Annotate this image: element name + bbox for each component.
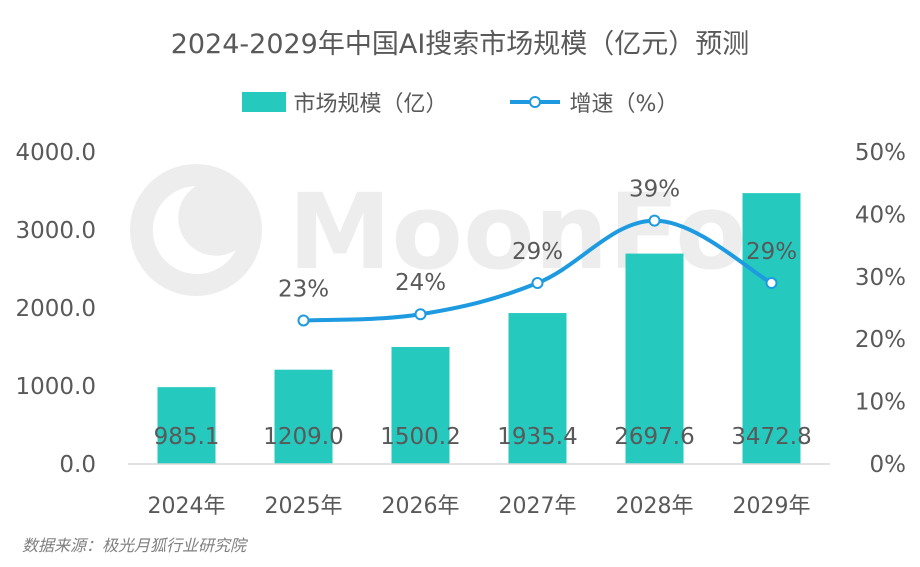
x-axis-labels: 2024年 2025年 2026年 2027年 2028年 2029年: [148, 494, 811, 519]
bar: [157, 387, 216, 464]
y-left-tick-label: 0.0: [59, 452, 96, 478]
line-data-label: 23%: [278, 276, 329, 302]
x-tick-label: 2027年: [499, 494, 577, 519]
bar-data-label: 985.1: [154, 424, 220, 450]
chart-legend: 市场规模（亿） 增速（%）: [0, 86, 920, 118]
y-left-tick-label: 1000.0: [16, 374, 96, 400]
moonfox-watermark: MoonFox: [130, 164, 798, 296]
line-data-label: 24%: [395, 270, 446, 296]
x-tick-label: 2025年: [265, 494, 343, 519]
growth-line: [301, 218, 774, 323]
x-tick-label: 2024年: [148, 494, 226, 519]
line-data-label: 39%: [629, 177, 680, 203]
line-data-label: 29%: [746, 239, 797, 265]
legend-label-market-size: 市场规模（亿）: [293, 92, 448, 117]
growth-point: [414, 308, 427, 321]
y-right-tick-label: 10%: [855, 390, 906, 416]
legend-label-growth: 增速（%）: [569, 92, 679, 117]
bar-series: [157, 193, 801, 465]
growth-point: [531, 277, 544, 290]
y-left-tick-label: 4000.0: [16, 140, 96, 166]
growth-point: [648, 214, 661, 227]
growth-point: [297, 314, 310, 327]
growth-point: [765, 277, 778, 290]
x-tick-label: 2026年: [382, 494, 460, 519]
line-data-labels: 23% 24% 29% 39% 29%: [278, 177, 797, 303]
bar-data-label: 1209.0: [263, 424, 343, 450]
legend-item-growth: 增速（%）: [508, 86, 679, 118]
x-tick-label: 2028年: [616, 494, 694, 519]
bar-data-label: 3472.8: [731, 424, 811, 450]
bar: [508, 313, 567, 464]
y-right-tick-label: 30%: [855, 265, 906, 291]
y-left-tick-label: 3000.0: [16, 218, 96, 244]
watermark-text: MoonFox: [288, 171, 798, 293]
y-right-tick-label: 40%: [855, 202, 906, 228]
x-tick-label: 2029年: [733, 494, 811, 519]
bar: [274, 369, 333, 464]
growth-line-series: [297, 214, 778, 327]
y-right-tick-label: 50%: [855, 140, 906, 166]
legend-line-swatch: [509, 96, 560, 108]
y-axis-right: 0% 10% 20% 30% 40% 50%: [855, 140, 906, 478]
y-right-tick-label: 20%: [855, 327, 906, 353]
bar: [742, 193, 801, 465]
line-data-label: 29%: [512, 239, 563, 265]
bar: [625, 253, 684, 464]
legend-item-market-size: 市场规模（亿）: [241, 86, 448, 118]
bar-data-label: 1935.4: [497, 424, 577, 450]
bar-data-label: 1500.2: [380, 424, 460, 450]
y-right-tick-label: 0%: [870, 452, 907, 478]
bar: [391, 346, 450, 464]
bar-data-labels: 985.1 1209.0 1500.2 1935.4 2697.6 3472.8: [154, 424, 812, 450]
chart-title: 2024-2029年中国AI搜索市场规模（亿元）预测: [170, 29, 750, 60]
source-note: 数据来源：极光月狐行业研究院: [22, 536, 247, 555]
legend-bar-swatch: [241, 92, 286, 112]
y-axis-left: 0.0 1000.0 2000.0 3000.0 4000.0: [16, 140, 96, 478]
y-left-tick-label: 2000.0: [16, 296, 96, 322]
bar-data-label: 2697.6: [614, 424, 694, 450]
